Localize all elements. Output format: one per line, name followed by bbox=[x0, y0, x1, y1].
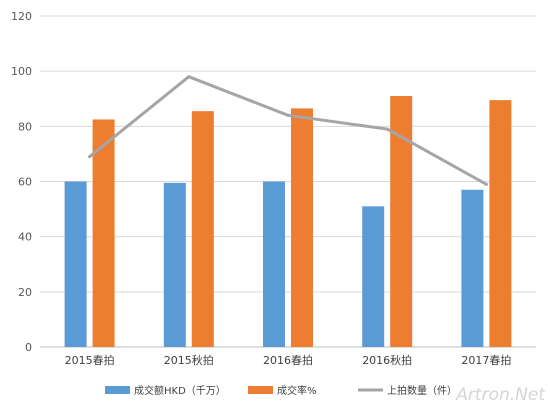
legend: 成交额HKD（千万） 成交率% 上拍数量（件） bbox=[105, 384, 457, 397]
x-axis-labels: 2015春拍 2015秋拍 2016春拍 2016秋拍 2017春拍 bbox=[65, 353, 512, 367]
bar-amount bbox=[461, 189, 484, 347]
legend-swatch bbox=[248, 386, 273, 394]
legend-label: 成交额HKD（千万） bbox=[134, 384, 226, 397]
y-tick-label: 80 bbox=[18, 120, 32, 133]
legend-label: 上拍数量（件） bbox=[387, 384, 457, 397]
watermark: Artron.Net bbox=[455, 385, 546, 405]
bar-amount bbox=[362, 206, 385, 347]
bar-rate bbox=[291, 108, 313, 347]
y-tick-label: 40 bbox=[18, 231, 32, 244]
bar-amount bbox=[64, 181, 87, 347]
bar-rate bbox=[191, 111, 214, 347]
y-tick-label: 60 bbox=[18, 176, 32, 189]
x-tick-label: 2017春拍 bbox=[461, 353, 511, 367]
legend-swatch bbox=[105, 386, 130, 394]
bar-rate bbox=[92, 119, 115, 347]
legend-label: 成交率% bbox=[277, 384, 317, 397]
line-point bbox=[385, 127, 389, 131]
line-point bbox=[88, 155, 92, 159]
bar-amount bbox=[163, 182, 186, 347]
line-point bbox=[286, 113, 290, 117]
gridlines bbox=[40, 15, 536, 348]
line-series bbox=[88, 75, 488, 186]
y-tick-label: 20 bbox=[18, 286, 32, 299]
x-tick-label: 2015春拍 bbox=[65, 353, 115, 367]
bar-rate bbox=[489, 100, 512, 347]
y-tick-label: 120 bbox=[11, 10, 32, 23]
y-axis-ticks: 0 20 40 60 80 100 120 bbox=[11, 10, 32, 354]
x-tick-label: 2015秋拍 bbox=[164, 353, 214, 367]
bars bbox=[64, 95, 512, 347]
y-tick-label: 0 bbox=[25, 341, 32, 354]
bar-rate bbox=[390, 95, 413, 347]
bar-amount bbox=[263, 181, 285, 347]
y-tick-label: 100 bbox=[11, 65, 32, 78]
line-point bbox=[187, 75, 191, 79]
x-tick-label: 2016秋拍 bbox=[362, 353, 412, 367]
x-tick-label: 2016春拍 bbox=[263, 353, 313, 367]
lots-line bbox=[88, 75, 488, 186]
line-point bbox=[484, 182, 488, 186]
